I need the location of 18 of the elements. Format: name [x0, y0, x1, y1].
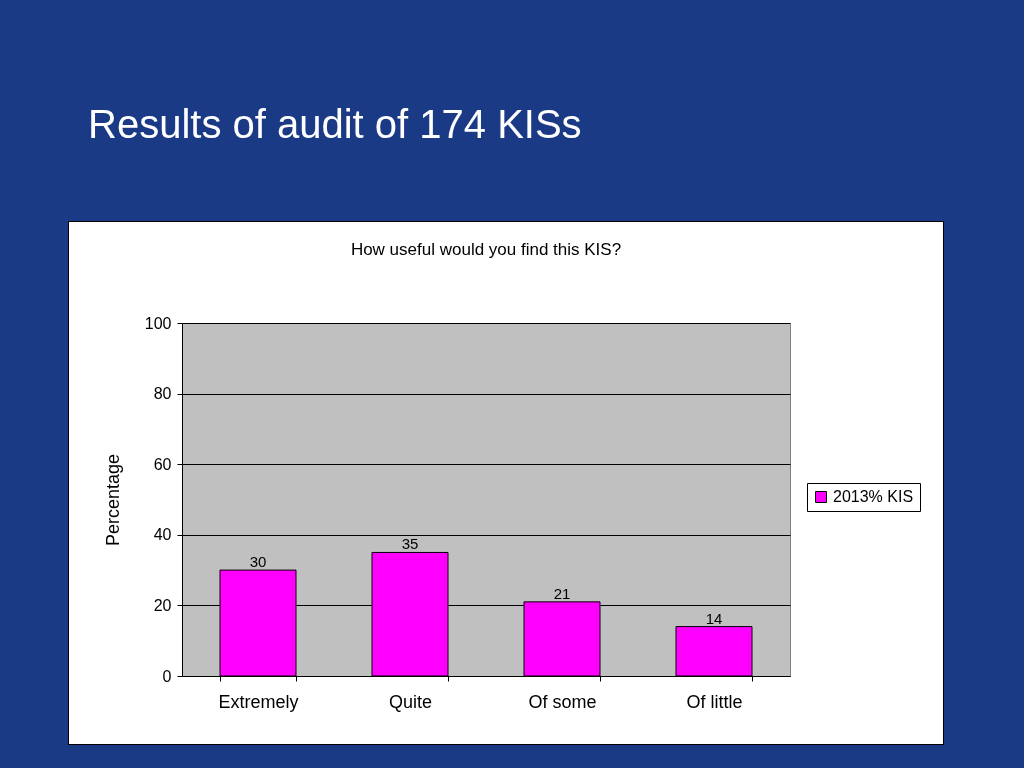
data-label: 21: [553, 584, 571, 602]
y-tick-label: 20: [153, 596, 172, 614]
x-tick-label: Of some: [528, 691, 597, 712]
y-tick-label: 0: [162, 667, 172, 685]
x-tick-label: Extremely: [218, 691, 299, 712]
legend-label: 2013% KIS: [833, 488, 914, 505]
chart-subtitle: How useful would you find this KIS?: [350, 240, 622, 259]
data-label: 14: [705, 609, 723, 627]
data-label: 35: [401, 535, 419, 553]
x-tick-label: Quite: [388, 691, 433, 712]
chart-title: Results of audit of 174 KISs: [88, 102, 582, 147]
y-tick-label: 80: [153, 385, 172, 403]
y-tick-label: 40: [153, 526, 172, 544]
y-tick-label: 60: [153, 455, 172, 473]
data-label: 30: [249, 553, 267, 571]
y-axis-title: Percentage: [102, 453, 123, 547]
x-tick-label: Of little: [686, 691, 743, 712]
y-tick-label: 100: [144, 314, 172, 332]
